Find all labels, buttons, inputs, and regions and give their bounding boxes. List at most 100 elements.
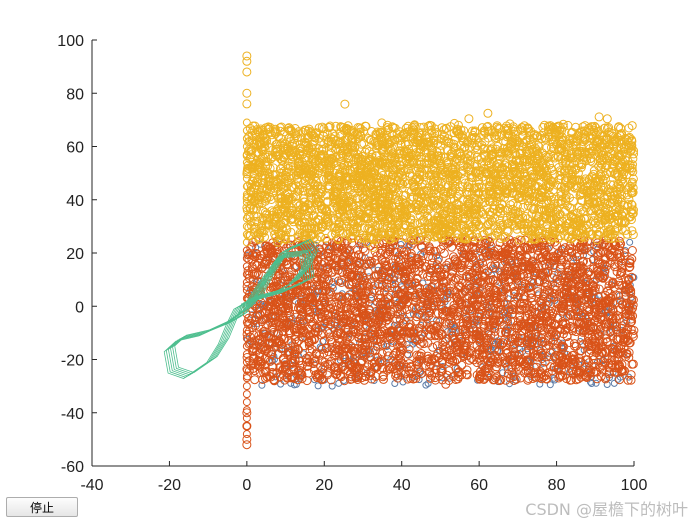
scatter-point xyxy=(537,354,547,363)
scatter-point xyxy=(290,253,300,263)
scatter-point xyxy=(509,372,519,382)
scatter-point xyxy=(242,353,252,362)
scatter-point xyxy=(572,262,582,272)
scatter-point xyxy=(623,375,633,385)
scatter-point xyxy=(247,262,257,272)
scatter-point xyxy=(424,311,434,321)
scatter-point xyxy=(416,349,426,358)
scatter-point xyxy=(254,335,264,345)
scatter-point xyxy=(437,366,447,376)
scatter-point xyxy=(501,375,511,385)
scatter-point xyxy=(371,335,381,345)
scatter-point xyxy=(304,341,314,351)
scatter-point xyxy=(401,317,411,326)
scatter-point xyxy=(316,343,324,351)
scatter-point xyxy=(314,382,322,390)
scatter-point xyxy=(394,321,402,329)
scatter-point xyxy=(615,375,624,385)
scatter-point xyxy=(623,324,633,334)
scatter-point xyxy=(438,340,448,350)
scatter-point xyxy=(545,293,555,303)
scatter-point xyxy=(453,260,462,270)
scatter-point xyxy=(626,375,636,385)
scatter-point xyxy=(269,327,279,337)
scatter-point xyxy=(342,292,352,302)
scatter-point xyxy=(251,303,259,311)
scatter-point xyxy=(282,372,292,382)
scatter-point xyxy=(328,382,336,390)
scatter-point xyxy=(323,326,333,336)
scatter-point xyxy=(515,245,525,255)
scatter-point xyxy=(626,238,634,246)
scatter-point xyxy=(275,363,285,373)
scatter-point xyxy=(523,273,533,283)
scatter-point xyxy=(359,375,369,385)
scatter-point xyxy=(402,299,412,309)
scatter-point xyxy=(355,325,365,335)
scatter-point xyxy=(454,295,463,305)
scatter-point xyxy=(242,371,252,381)
scatter-point xyxy=(603,249,613,258)
scatter-point xyxy=(387,362,397,372)
scatter-point xyxy=(539,359,547,367)
scatter-point xyxy=(280,375,290,385)
scatter-point xyxy=(331,292,341,302)
scatter-point xyxy=(395,342,405,352)
scatter-point xyxy=(457,298,467,308)
scatter-point xyxy=(424,380,432,387)
scatter-point xyxy=(547,273,557,283)
scatter-point xyxy=(509,286,519,296)
scatter-point xyxy=(469,355,479,365)
scatter-point xyxy=(335,329,345,339)
scatter-point xyxy=(439,363,447,370)
scatter-point xyxy=(433,254,443,264)
scatter-point xyxy=(524,356,534,366)
data-layer xyxy=(163,51,639,450)
scatter-point xyxy=(404,344,414,354)
scatter-point xyxy=(479,338,489,348)
scatter-point xyxy=(308,359,318,369)
scatter-point xyxy=(362,281,372,290)
scatter-point xyxy=(511,374,521,384)
scatter-point xyxy=(625,256,635,266)
scatter-point xyxy=(588,322,598,332)
scatter-point xyxy=(451,327,461,337)
scatter-point xyxy=(512,273,522,283)
scatter-point xyxy=(324,286,334,296)
scatter-point xyxy=(588,380,596,387)
scatter-point xyxy=(258,381,266,389)
scatter-point xyxy=(422,381,430,389)
scatter-point xyxy=(516,250,526,260)
scatter-point xyxy=(395,288,405,298)
scatter-point xyxy=(492,338,501,348)
scatter-point xyxy=(612,335,622,345)
scatter-point xyxy=(365,256,374,266)
scatter-point xyxy=(242,329,252,339)
scatter-point xyxy=(369,272,379,281)
scatter-point xyxy=(329,346,339,356)
scatter-point xyxy=(416,241,426,251)
scatter-point xyxy=(360,331,370,341)
scatter-point xyxy=(452,296,462,306)
scatter-point xyxy=(322,274,332,284)
scatter-point xyxy=(592,379,600,387)
scatter-point xyxy=(314,268,324,278)
scatter-point xyxy=(452,345,462,355)
scatter-point xyxy=(604,311,614,321)
scatter-point xyxy=(537,368,546,378)
scatter-point xyxy=(298,316,308,326)
scatter-point xyxy=(556,342,566,352)
scatter-point xyxy=(378,281,387,291)
scatter-point xyxy=(566,375,576,385)
scatter-point xyxy=(462,370,472,380)
scatter-point xyxy=(426,373,435,383)
scatter-point xyxy=(588,351,598,361)
scatter-point xyxy=(475,260,484,269)
scatter-point xyxy=(295,371,305,381)
scatter-point xyxy=(506,249,516,259)
scatter-point xyxy=(424,368,434,378)
scatter-point xyxy=(377,331,387,341)
scatter-point xyxy=(513,250,523,260)
